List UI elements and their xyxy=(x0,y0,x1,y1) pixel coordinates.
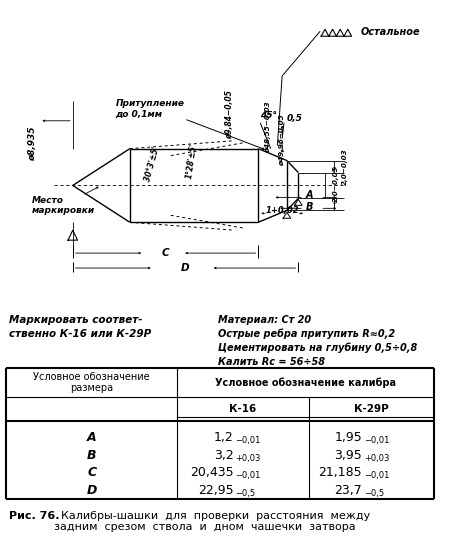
Text: −0,01: −0,01 xyxy=(363,472,388,480)
Text: 23,7: 23,7 xyxy=(334,485,361,497)
Text: Рис. 76.: Рис. 76. xyxy=(9,511,59,521)
Text: −0,01: −0,01 xyxy=(235,435,260,445)
Text: ø8,935: ø8,935 xyxy=(28,126,38,161)
Text: Маркировать соответ-: Маркировать соответ- xyxy=(9,315,142,325)
Text: 1°28'±5': 1°28'±5' xyxy=(185,142,198,179)
Text: 1,2: 1,2 xyxy=(213,430,233,444)
Text: −0,01: −0,01 xyxy=(363,435,388,445)
Text: C: C xyxy=(87,467,96,480)
Text: A: A xyxy=(305,190,313,200)
Text: D: D xyxy=(86,485,97,497)
Text: Остальное: Остальное xyxy=(360,27,420,37)
Text: B: B xyxy=(305,202,313,212)
Text: ø9,84−0,05: ø9,84−0,05 xyxy=(225,90,234,139)
Text: 2,0−0,05: 2,0−0,05 xyxy=(332,165,338,202)
Text: Цементировать на глубину 0,5÷0,8: Цементировать на глубину 0,5÷0,8 xyxy=(218,342,417,353)
Text: Материал: Ст 20: Материал: Ст 20 xyxy=(218,315,311,325)
Text: B: B xyxy=(87,449,96,462)
Text: A: A xyxy=(87,430,96,444)
Text: 2,0−0,03: 2,0−0,03 xyxy=(341,148,347,185)
Text: К-16: К-16 xyxy=(229,404,256,414)
Text: 22,95: 22,95 xyxy=(197,485,233,497)
Text: 20,435: 20,435 xyxy=(190,467,233,480)
Text: 1,95: 1,95 xyxy=(334,430,361,444)
Text: Место
маркировки: Место маркировки xyxy=(32,196,95,215)
Text: 21,185: 21,185 xyxy=(318,467,361,480)
Text: Калибры-шашки  для  проверки  расстояния  между
задним  срезом  ствола  и  дном : Калибры-шашки для проверки расстояния ме… xyxy=(54,511,369,532)
Text: +0,03: +0,03 xyxy=(235,453,260,463)
Text: 1+0,02: 1+0,02 xyxy=(265,206,298,215)
Text: Притупление
до 0,1мм: Притупление до 0,1мм xyxy=(115,99,184,119)
Text: К-29Р: К-29Р xyxy=(353,404,388,414)
Text: D: D xyxy=(180,263,189,273)
Text: ø49,96−0,05: ø49,96−0,05 xyxy=(279,114,285,166)
Text: −0,5: −0,5 xyxy=(363,490,383,498)
Text: 3,2: 3,2 xyxy=(213,449,233,462)
Text: Калить Rc = 56÷58: Калить Rc = 56÷58 xyxy=(218,357,325,366)
Text: Условное обозначение калибра: Условное обозначение калибра xyxy=(215,377,396,388)
Text: Условное обозначение
размера: Условное обозначение размера xyxy=(34,371,150,393)
Text: 30°3'±5': 30°3'±5' xyxy=(142,145,160,182)
Text: ø48,55−0,03: ø48,55−0,03 xyxy=(264,101,270,153)
Text: 3,95: 3,95 xyxy=(334,449,361,462)
Text: Острые ребра притупить R≈0,2: Острые ребра притупить R≈0,2 xyxy=(218,329,395,339)
Text: C: C xyxy=(161,248,168,258)
Text: 45°: 45° xyxy=(260,111,277,120)
Text: +0,03: +0,03 xyxy=(363,453,388,463)
Text: ственно К-16 или К-29Р: ственно К-16 или К-29Р xyxy=(9,329,151,339)
Text: 0,5: 0,5 xyxy=(286,114,302,123)
Text: −0,5: −0,5 xyxy=(235,490,255,498)
Text: −0,01: −0,01 xyxy=(235,472,260,480)
